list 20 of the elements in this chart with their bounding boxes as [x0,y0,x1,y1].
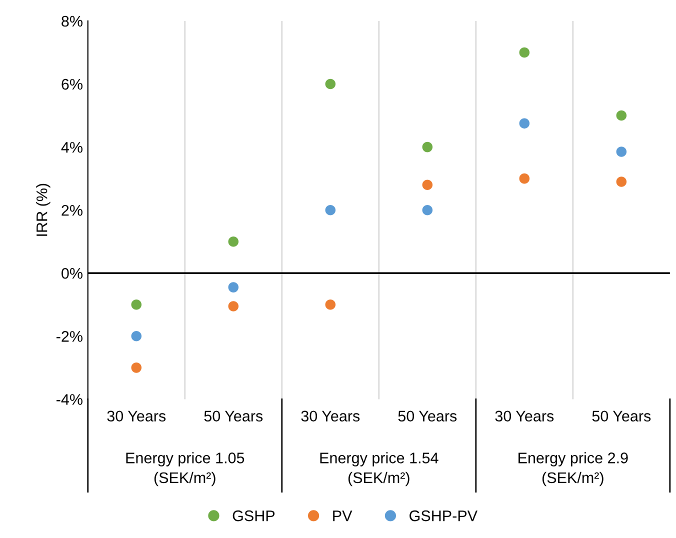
y-tick-label: 6% [62,78,82,90]
legend-label: PV [333,510,352,522]
y-tick-label: 0% [62,268,82,279]
legend-label: GSHP-PV [410,510,478,522]
y-tick-label: -4% [56,394,82,405]
y-tick-label: -2% [56,331,82,342]
x-tick-label: 30 Years [301,410,360,422]
x-tick-label: 50 Years [204,410,263,422]
text: Energy price 1.54 (SEK/m²) [320,452,438,486]
y-axis-title: IRR (%) [36,184,50,236]
text: Energy price 1.05 (SEK/m²) [126,452,244,486]
text: Energy price 2.9 (SEK/m²) [518,452,628,486]
y-tick-label: 8% [62,16,82,27]
x-tick-label: 50 Years [398,410,457,422]
y-tick-label: 2% [62,204,82,216]
x-tick-label: 30 Years [107,410,166,422]
x-tick-label: 30 Years [495,410,554,422]
y-tick-label: 4% [61,142,82,153]
legend-label: GSHP [232,510,275,522]
x-tick-label: 50 Years [592,410,651,422]
